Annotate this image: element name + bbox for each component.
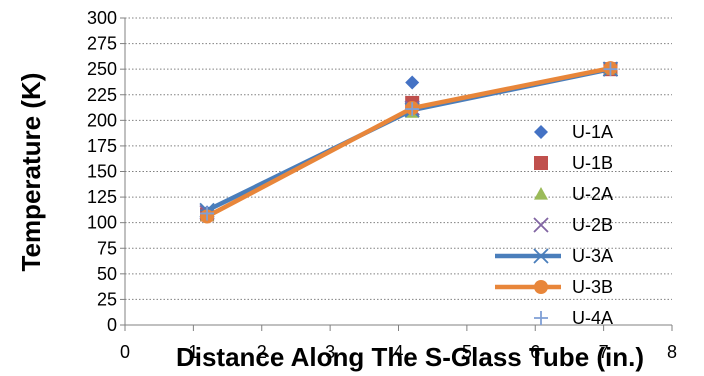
legend-item: U-1B — [534, 153, 613, 173]
axes — [120, 17, 673, 331]
legend-marker — [534, 187, 548, 200]
y-tick-label: 0 — [107, 315, 117, 335]
y-tick-label: 125 — [87, 187, 117, 207]
plot-area — [199, 61, 619, 224]
x-tick-label: 7 — [599, 342, 609, 362]
legend-marker — [534, 280, 548, 294]
legend: U-1A U-1B U-2A U-2B U-3A U-3B U-4A — [495, 122, 613, 328]
x-tick-label: 1 — [188, 342, 198, 362]
legend-label: U-1A — [572, 122, 613, 142]
y-tick-label: 100 — [87, 213, 117, 233]
legend-item: U-1A — [534, 122, 613, 142]
y-tick-label: 275 — [87, 34, 117, 54]
data-point — [405, 75, 420, 90]
y-tick-label: 75 — [97, 238, 117, 258]
legend-marker — [533, 217, 549, 233]
x-axis-title: Distance Along The S-Glass Tube (in.) — [176, 342, 644, 372]
x-tick-label: 3 — [325, 342, 335, 362]
legend-item: U-4A — [534, 308, 613, 328]
y-tick-label: 250 — [87, 59, 117, 79]
x-tick-label: 5 — [462, 342, 472, 362]
legend-label: U-3B — [572, 277, 613, 297]
legend-label: U-1B — [572, 153, 613, 173]
y-tick-label: 25 — [97, 289, 117, 309]
y-axis-title: Temperature (K) — [16, 73, 46, 272]
data-point — [405, 102, 420, 117]
x-tick-label: 8 — [667, 342, 677, 362]
series-u-4a — [200, 62, 618, 221]
legend-marker — [534, 156, 548, 170]
y-tick-label: 225 — [87, 85, 117, 105]
x-tick-label: 4 — [393, 342, 403, 362]
series-u-1a — [200, 62, 618, 220]
legend-label: U-2B — [572, 215, 613, 235]
legend-marker — [533, 248, 549, 264]
legend-label: U-4A — [572, 308, 613, 328]
y-tick-labels: 0 25 50 75 100 125 150 175 200 225 250 275 300 — [87, 8, 117, 335]
data-point — [603, 62, 618, 77]
gridlines — [125, 17, 672, 300]
y-tick-label: 150 — [87, 162, 117, 182]
legend-item: U-2B — [533, 215, 613, 235]
legend-label: U-3A — [572, 246, 613, 266]
y-tick-label: 300 — [87, 8, 117, 28]
x-tick-labels: 0 1 2 3 4 5 6 7 8 — [120, 342, 677, 362]
legend-marker — [534, 125, 548, 139]
legend-item: U-3B — [495, 277, 613, 297]
legend-item: U-3A — [495, 246, 613, 266]
x-tick-label: 0 — [120, 342, 130, 362]
y-tick-label: 200 — [87, 110, 117, 130]
legend-marker — [534, 311, 548, 325]
legend-label: U-2A — [572, 184, 613, 204]
y-tick-label: 175 — [87, 136, 117, 156]
legend-item: U-2A — [534, 184, 613, 204]
series-line — [205, 65, 611, 219]
series-line — [206, 66, 611, 213]
y-tick-label: 50 — [97, 264, 117, 284]
x-tick-label: 2 — [257, 342, 267, 362]
x-tick-label: 6 — [530, 342, 540, 362]
data-point — [200, 206, 215, 221]
